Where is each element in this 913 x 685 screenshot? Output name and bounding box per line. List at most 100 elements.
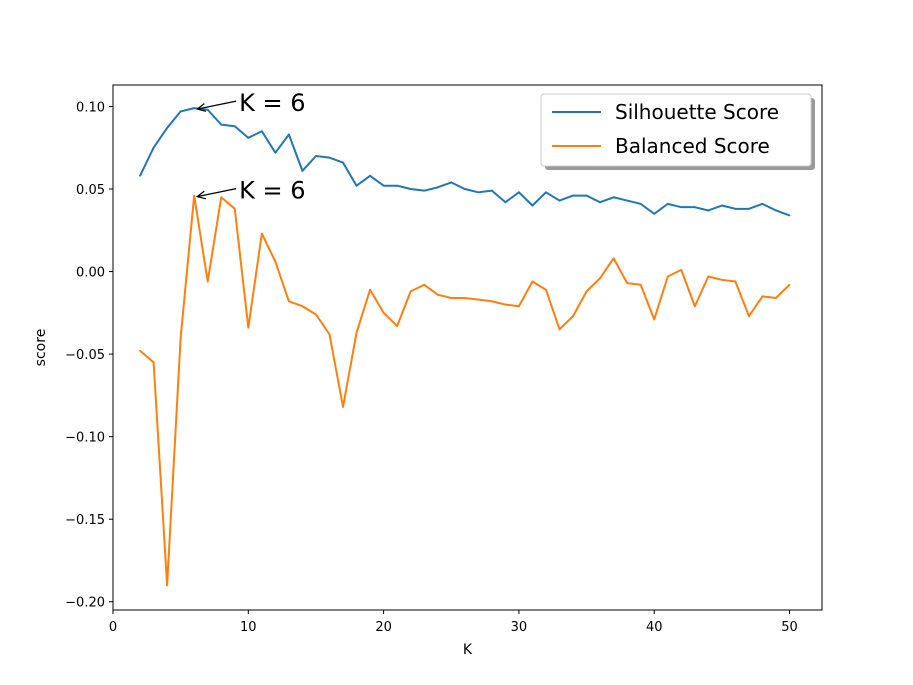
data-point-balanced-score [734, 280, 737, 283]
data-point-silhouette-score [463, 188, 466, 190]
legend-label-silhouette-score: Silhouette Score [615, 100, 779, 124]
data-point-silhouette-score [639, 202, 642, 205]
data-point-balanced-score [558, 328, 561, 331]
data-point-balanced-score [369, 288, 371, 291]
x-tick-label: 20 [375, 620, 392, 635]
data-point-silhouette-score [490, 189, 493, 192]
data-point-silhouette-score [761, 202, 764, 205]
data-point-silhouette-score [545, 191, 547, 194]
data-point-balanced-score [301, 305, 304, 308]
data-point-balanced-score [720, 278, 723, 281]
data-point-balanced-score [653, 318, 656, 321]
data-point-balanced-score [707, 275, 710, 278]
data-point-silhouette-score [693, 206, 696, 209]
data-point-silhouette-score [518, 191, 520, 194]
data-point-balanced-score [680, 269, 683, 271]
data-point-silhouette-score [369, 174, 371, 177]
data-point-silhouette-score [572, 194, 574, 197]
data-point-balanced-score [409, 290, 412, 293]
data-point-balanced-score [193, 194, 196, 197]
data-point-silhouette-score [409, 188, 412, 190]
data-point-balanced-score [233, 207, 236, 210]
data-point-balanced-score [315, 313, 317, 316]
data-point-silhouette-score [396, 184, 399, 187]
data-point-silhouette-score [152, 146, 155, 149]
data-point-silhouette-score [720, 204, 723, 207]
data-point-silhouette-score [599, 201, 601, 204]
annotation-arrowhead [195, 190, 207, 200]
annotation-arrow [197, 188, 237, 198]
data-point-balanced-score [585, 290, 588, 293]
data-point-silhouette-score [653, 212, 656, 215]
data-point-silhouette-score [788, 214, 791, 217]
data-point-silhouette-score [139, 174, 141, 177]
data-point-balanced-score [220, 196, 223, 199]
data-point-silhouette-score [342, 161, 344, 164]
annotation-label: K = 6 [239, 177, 305, 205]
data-point-silhouette-score [220, 123, 223, 126]
data-point-balanced-score [531, 280, 534, 283]
x-tick-label: 50 [781, 620, 798, 635]
data-point-silhouette-score [585, 194, 588, 197]
data-point-silhouette-score [260, 130, 263, 133]
data-point-silhouette-score [315, 155, 317, 157]
data-point-silhouette-score [382, 184, 385, 187]
y-tick-label: −0.15 [65, 513, 105, 528]
data-point-balanced-score [639, 283, 642, 286]
data-point-balanced-score [247, 326, 250, 329]
data-point-balanced-score [260, 232, 263, 235]
data-point-balanced-score [788, 283, 791, 286]
data-point-silhouette-score [707, 209, 710, 212]
data-point-balanced-score [450, 297, 453, 299]
annotation-arrowhead [195, 103, 207, 112]
data-point-silhouette-score [531, 204, 534, 207]
data-point-balanced-score [599, 277, 601, 280]
data-point-balanced-score [490, 300, 493, 303]
x-tick-label: 40 [646, 620, 663, 635]
data-point-balanced-score [518, 305, 520, 308]
data-point-balanced-score [504, 303, 507, 306]
data-point-silhouette-score [206, 108, 209, 111]
data-point-balanced-score [274, 260, 277, 263]
data-point-silhouette-score [775, 209, 777, 212]
plot-frame [112, 84, 823, 611]
data-point-silhouette-score [247, 136, 250, 139]
data-point-silhouette-score [626, 199, 629, 202]
ticks-layer: 0 10 20 30 40 50 −0.20 −0.15 −0.10 −0.05 0.00 0.05 0… [65, 100, 798, 635]
annotation-layer: K = 6 K = 6 [195, 89, 306, 205]
data-point-balanced-score [328, 333, 331, 336]
data-point-balanced-score [666, 275, 669, 278]
data-point-silhouette-score [328, 156, 331, 159]
data-point-silhouette-score [666, 202, 669, 205]
data-point-silhouette-score [748, 207, 750, 210]
annotation-label: K = 6 [239, 89, 305, 117]
legend-box [540, 93, 812, 167]
data-point-balanced-score [206, 280, 209, 283]
data-point-balanced-score [748, 315, 750, 318]
data-point-balanced-score [152, 361, 155, 364]
data-point-silhouette-score [166, 127, 169, 129]
x-tick-label: 0 [109, 620, 117, 635]
data-point-silhouette-score [423, 189, 426, 192]
data-point-silhouette-score [355, 184, 358, 187]
data-point-silhouette-score [301, 169, 304, 172]
data-point-silhouette-score [504, 201, 507, 204]
data-point-silhouette-score [193, 107, 196, 110]
x-axis-label: K [463, 642, 473, 658]
data-point-silhouette-score [477, 191, 480, 194]
annotation-arrow [197, 100, 237, 110]
data-point-silhouette-score [233, 125, 236, 128]
data-point-silhouette-score [436, 186, 439, 189]
data-point-balanced-score [288, 300, 290, 303]
x-tick-label: 10 [240, 620, 257, 635]
data-point-balanced-score [775, 297, 777, 299]
data-point-balanced-score [396, 325, 399, 327]
data-point-balanced-score [477, 298, 480, 301]
data-point-silhouette-score [680, 206, 683, 209]
data-point-balanced-score [693, 305, 696, 308]
legend: Silhouette Score Balanced Score [540, 93, 815, 170]
data-point-silhouette-score [450, 181, 453, 184]
series-layer [139, 107, 791, 587]
y-tick-label: −0.05 [65, 348, 105, 363]
